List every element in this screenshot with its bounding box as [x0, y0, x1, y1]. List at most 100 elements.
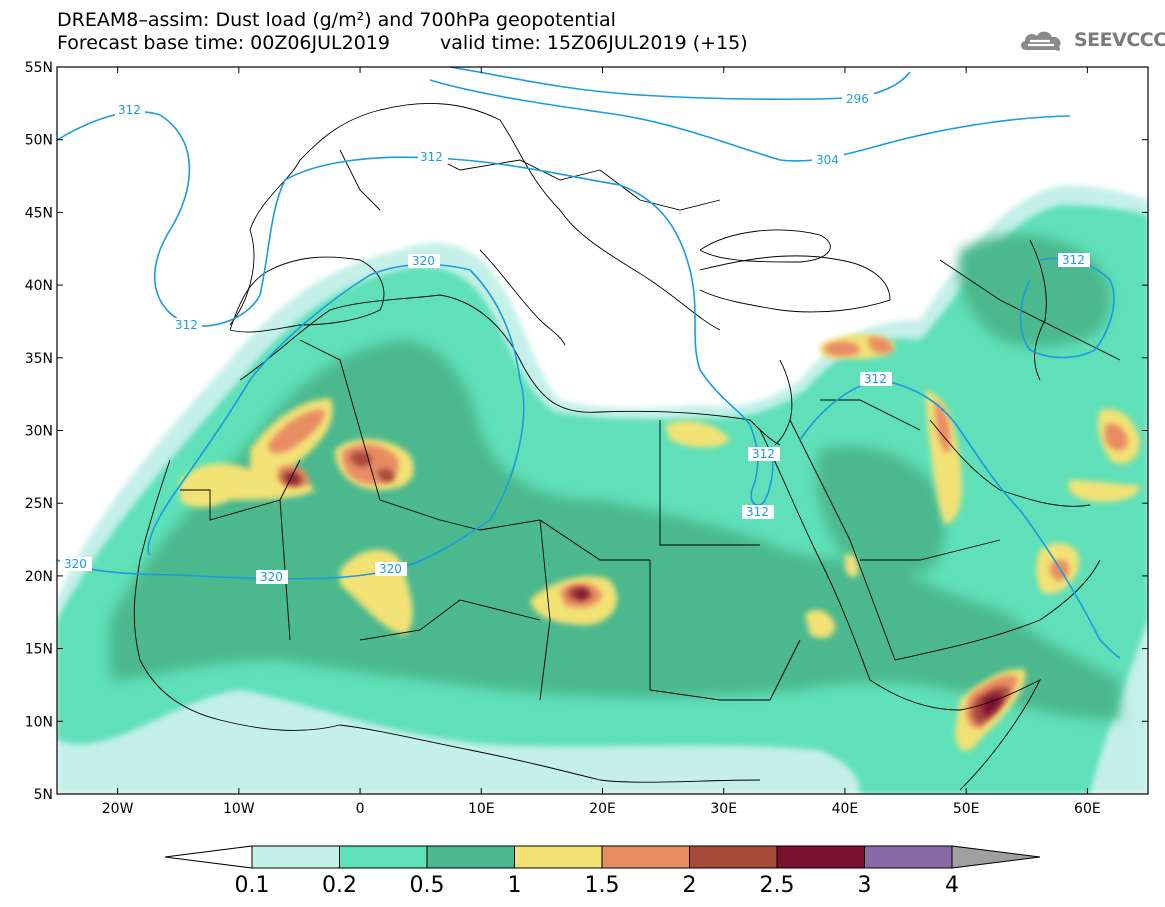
lat-tick-label: 30N: [25, 424, 53, 440]
legend-label: 3: [858, 873, 872, 898]
legend-swatch: [514, 845, 603, 869]
lat-tick-label: 10N: [25, 714, 53, 730]
legend-swatch: [601, 845, 690, 869]
legend-swatch: [426, 845, 515, 869]
lat-tick-label: 50N: [25, 133, 53, 149]
legend-arrow-right: [951, 845, 1041, 869]
contour-label: 312: [1058, 253, 1090, 267]
land-boundaries: [133, 102, 1121, 791]
lon-tick-label: 0: [356, 801, 365, 817]
coastline-iberia: [229, 256, 385, 333]
map-title: DREAM8–assim: Dust load (g/m²) and 700hP…: [57, 9, 616, 31]
border-8: [649, 560, 801, 701]
legend-label: 4: [945, 873, 959, 898]
red-sea-east: [789, 419, 896, 661]
border-5: [659, 420, 760, 546]
border-2: [180, 459, 301, 521]
lat-tick-label: 15N: [25, 642, 53, 658]
legend-arrow-left: [164, 845, 253, 869]
contour-312-caspian: [1019, 257, 1115, 359]
logo-text: SEEVCCC: [1074, 29, 1165, 51]
cloud-logo-icon: [1020, 31, 1061, 51]
lon-tick-label: 50E: [953, 801, 980, 817]
caspian: [1029, 239, 1047, 381]
coastline-west-africa: [133, 459, 761, 783]
contour-label: 312: [418, 150, 448, 164]
legend-label: 0.1: [235, 873, 270, 898]
persian-gulf: [929, 419, 1091, 507]
border-11: [939, 259, 1121, 361]
border-4: [479, 519, 650, 561]
contour-label: 320: [256, 570, 288, 584]
contour-304: [429, 79, 1071, 162]
lon-tick-label: 10W: [223, 801, 255, 817]
legend-swatch: [776, 845, 865, 869]
lon-tick-label: 20W: [102, 801, 134, 817]
svg-text:312: 312: [420, 150, 443, 164]
svg-text:312: 312: [175, 318, 198, 332]
legend-label: 2: [683, 873, 697, 898]
lat-tick-label: 45N: [25, 205, 53, 221]
lat-tick-label: 35N: [25, 351, 53, 367]
color-legend: 0.1 0.2 0.5 1 1.5 2 2.5 3 4: [164, 845, 1041, 898]
legend-swatch: [251, 845, 340, 869]
seevccc-logo: SEEVCCC: [1018, 26, 1165, 54]
svg-text:320: 320: [379, 562, 402, 576]
contour-label: 312: [172, 318, 202, 332]
lat-tick-label: 20N: [25, 569, 53, 585]
svg-text:320: 320: [412, 254, 435, 268]
horn-of-africa: [869, 678, 1042, 791]
lat-tick-label: 40N: [25, 278, 53, 294]
lon-tick-label: 10E: [468, 801, 495, 817]
contour-312-europe: [259, 156, 774, 506]
svg-text:312: 312: [864, 372, 887, 386]
contour-label: 312: [742, 505, 774, 519]
contour-label: 320: [408, 254, 440, 268]
svg-text:304: 304: [816, 153, 839, 167]
map-subtitle: Forecast base time: 00Z06JUL2019 valid ti…: [57, 33, 748, 53]
border-6: [539, 519, 551, 701]
red-sea-west: [759, 429, 871, 681]
legend-label: 0.2: [322, 873, 357, 898]
border-10: [860, 539, 1001, 561]
lat-tick-label: 5N: [34, 787, 53, 803]
valid-time: valid time: 15Z06JUL2019 (+15): [439, 32, 748, 54]
map-area: 312 312 312 320 296 304 312 312 312 312 …: [57, 67, 1148, 794]
coastline-italy: [479, 249, 566, 346]
contour-label: 312: [860, 372, 892, 386]
contour-label: 312: [748, 447, 780, 461]
contour-label: 304: [812, 153, 844, 167]
legend-swatch: [339, 845, 428, 869]
lat-tick-label: 25N: [25, 496, 53, 512]
legend-swatch: [864, 845, 953, 869]
contour-labels: 312 312 312 320 296 304 312 312 312 312 …: [60, 92, 1090, 584]
lat-tick-label: 55N: [25, 60, 53, 76]
svg-text:312: 312: [118, 103, 141, 117]
border-9: [820, 399, 921, 431]
contour-label: 312: [115, 103, 145, 117]
arabia-south: [894, 559, 1101, 661]
border-14: [339, 149, 381, 211]
svg-text:312: 312: [1062, 253, 1085, 267]
svg-text:312: 312: [746, 505, 769, 519]
legend-swatch: [689, 845, 778, 869]
contour-label: 296: [842, 92, 874, 106]
coastline-turkey: [699, 255, 891, 313]
coastline-europe: [229, 102, 721, 331]
lon-tick-label: 40E: [832, 801, 859, 817]
svg-text:296: 296: [846, 92, 869, 106]
coastline-north-africa: [239, 294, 781, 446]
svg-text:312: 312: [752, 447, 775, 461]
legend-label: 2.5: [760, 873, 795, 898]
black-sea: [699, 229, 831, 263]
contour-label: 320: [375, 562, 407, 576]
svg-text:320: 320: [260, 570, 283, 584]
lon-tick-label: 20E: [589, 801, 616, 817]
svg-text:320: 320: [64, 557, 87, 571]
border-7: [359, 599, 541, 641]
lon-tick-label: 60E: [1074, 801, 1101, 817]
border-1: [299, 339, 481, 531]
lon-tick-label: 30E: [710, 801, 737, 817]
legend-label: 0.5: [410, 873, 445, 898]
